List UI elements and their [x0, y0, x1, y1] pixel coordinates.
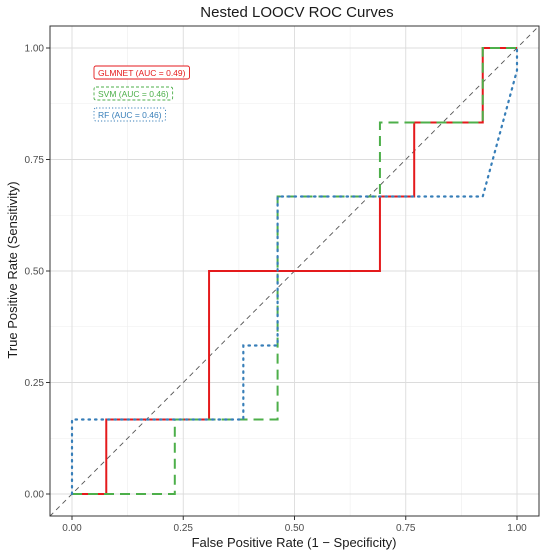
y-tick-label: 0.50 — [25, 267, 45, 278]
x-axis-title: False Positive Rate (1 − Specificity) — [192, 535, 397, 550]
roc-series — [70, 46, 519, 496]
x-tick-label: 0.25 — [174, 523, 194, 534]
y-tick-label: 0.75 — [25, 155, 45, 166]
legend-entry-label: RF (AUC = 0.46) — [98, 110, 162, 120]
y-tick-label: 0.00 — [25, 490, 45, 501]
x-tick-label: 1.00 — [507, 523, 527, 534]
legend-entry-label: SVM (AUC = 0.46) — [98, 89, 169, 99]
x-tick-label: 0.00 — [62, 523, 82, 534]
roc-line-glmnet — [72, 47, 517, 495]
y-tick-label: 0.25 — [25, 378, 45, 389]
roc-line-rf — [70, 46, 519, 496]
y-axis-title: True Positive Rate (Sensitivity) — [5, 181, 20, 358]
roc-line-svm — [72, 47, 517, 495]
legend-entry-label: GLMNET (AUC = 0.49) — [98, 68, 186, 78]
x-tick-label: 0.50 — [285, 523, 305, 534]
y-tick-label: 1.00 — [25, 44, 45, 55]
legend-entry-box — [93, 86, 174, 101]
x-tick-label: 0.75 — [396, 523, 416, 534]
legend-entry-box — [93, 65, 190, 80]
legend-entry-box — [93, 107, 166, 122]
chart-title: Nested LOOCV ROC Curves — [200, 4, 393, 21]
axis-ticks: 0.00 0.25 0.50 0.75 1.00 0.00 0.25 0.50 0.75 1.00 — [25, 44, 528, 535]
legend: GLMNET (AUC = 0.49) SVM (AUC = 0.46) RF (A… — [93, 65, 190, 122]
